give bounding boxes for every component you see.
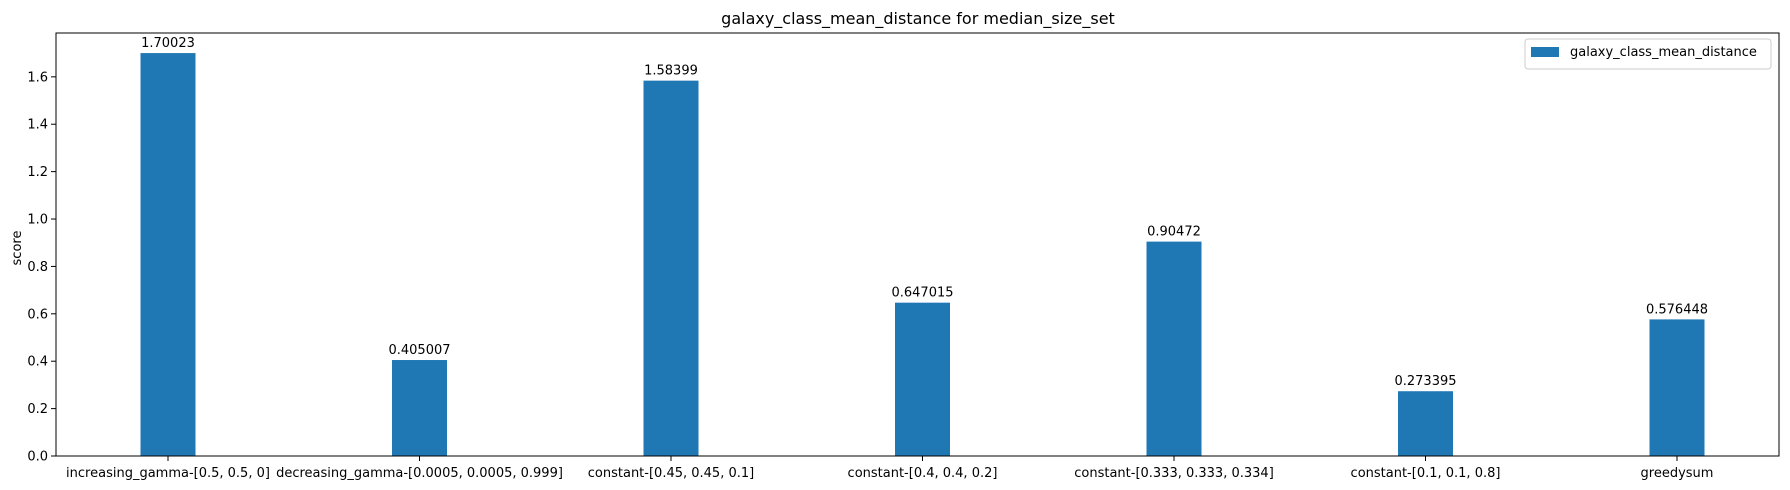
legend-label: galaxy_class_mean_distance bbox=[1570, 45, 1757, 60]
bar-value-label: 1.70023 bbox=[141, 36, 195, 51]
y-tick-label: 0.4 bbox=[27, 355, 48, 370]
bar-value-label: 0.273395 bbox=[1394, 374, 1456, 389]
x-tick-label: constant-[0.45, 0.45, 0.1] bbox=[588, 466, 754, 481]
x-tick-label: increasing_gamma-[0.5, 0.5, 0] bbox=[66, 466, 270, 481]
bar-value-label: 0.90472 bbox=[1147, 225, 1201, 240]
x-tick-label: constant-[0.4, 0.4, 0.2] bbox=[848, 466, 998, 481]
y-tick-label: 0.2 bbox=[27, 402, 48, 417]
y-tick-label: 1.2 bbox=[27, 165, 48, 180]
x-tick-label: constant-[0.1, 0.1, 0.8] bbox=[1351, 466, 1501, 481]
bar bbox=[1146, 241, 1202, 456]
x-tick-label: greedysum bbox=[1641, 466, 1714, 481]
x-axis-ticks: increasing_gamma-[0.5, 0.5, 0] decreasing… bbox=[66, 456, 1713, 481]
y-axis-label: score bbox=[10, 231, 25, 266]
chart-title: galaxy_class_mean_distance for median_si… bbox=[721, 9, 1115, 29]
y-tick-label: 1.0 bbox=[27, 213, 48, 228]
plot-frame bbox=[55, 32, 1780, 457]
legend: galaxy_class_mean_distance bbox=[1524, 38, 1772, 70]
y-tick-label: 1.4 bbox=[27, 118, 48, 133]
y-axis-ticks: 0.0 0.2 0.4 0.6 0.8 1.0 1.2 1.4 1.6 bbox=[27, 70, 56, 465]
x-tick-label: decreasing_gamma-[0.0005, 0.0005, 0.999] bbox=[276, 466, 563, 481]
y-tick-label: 0.6 bbox=[27, 307, 48, 322]
y-tick-label: 0.0 bbox=[27, 450, 48, 465]
bar bbox=[1649, 319, 1705, 456]
bar-value-label: 0.647015 bbox=[891, 286, 953, 301]
bar-value-label: 0.405007 bbox=[388, 343, 450, 358]
bar bbox=[895, 302, 950, 456]
bar bbox=[1398, 391, 1453, 456]
y-tick-label: 1.6 bbox=[27, 70, 48, 85]
bar bbox=[392, 360, 447, 456]
x-tick-label: constant-[0.333, 0.333, 0.334] bbox=[1074, 466, 1274, 481]
legend-swatch bbox=[1531, 47, 1559, 57]
bar bbox=[140, 53, 196, 457]
bars bbox=[140, 53, 1705, 457]
legend-box bbox=[1524, 38, 1772, 70]
bar-value-label: 0.576448 bbox=[1646, 302, 1708, 317]
bar-data-labels: 1.70023 0.405007 1.58399 0.647015 0.90472 0.2… bbox=[141, 36, 1708, 389]
y-tick-label: 0.8 bbox=[27, 260, 48, 275]
bar bbox=[643, 80, 699, 456]
bar-value-label: 1.58399 bbox=[644, 64, 698, 79]
